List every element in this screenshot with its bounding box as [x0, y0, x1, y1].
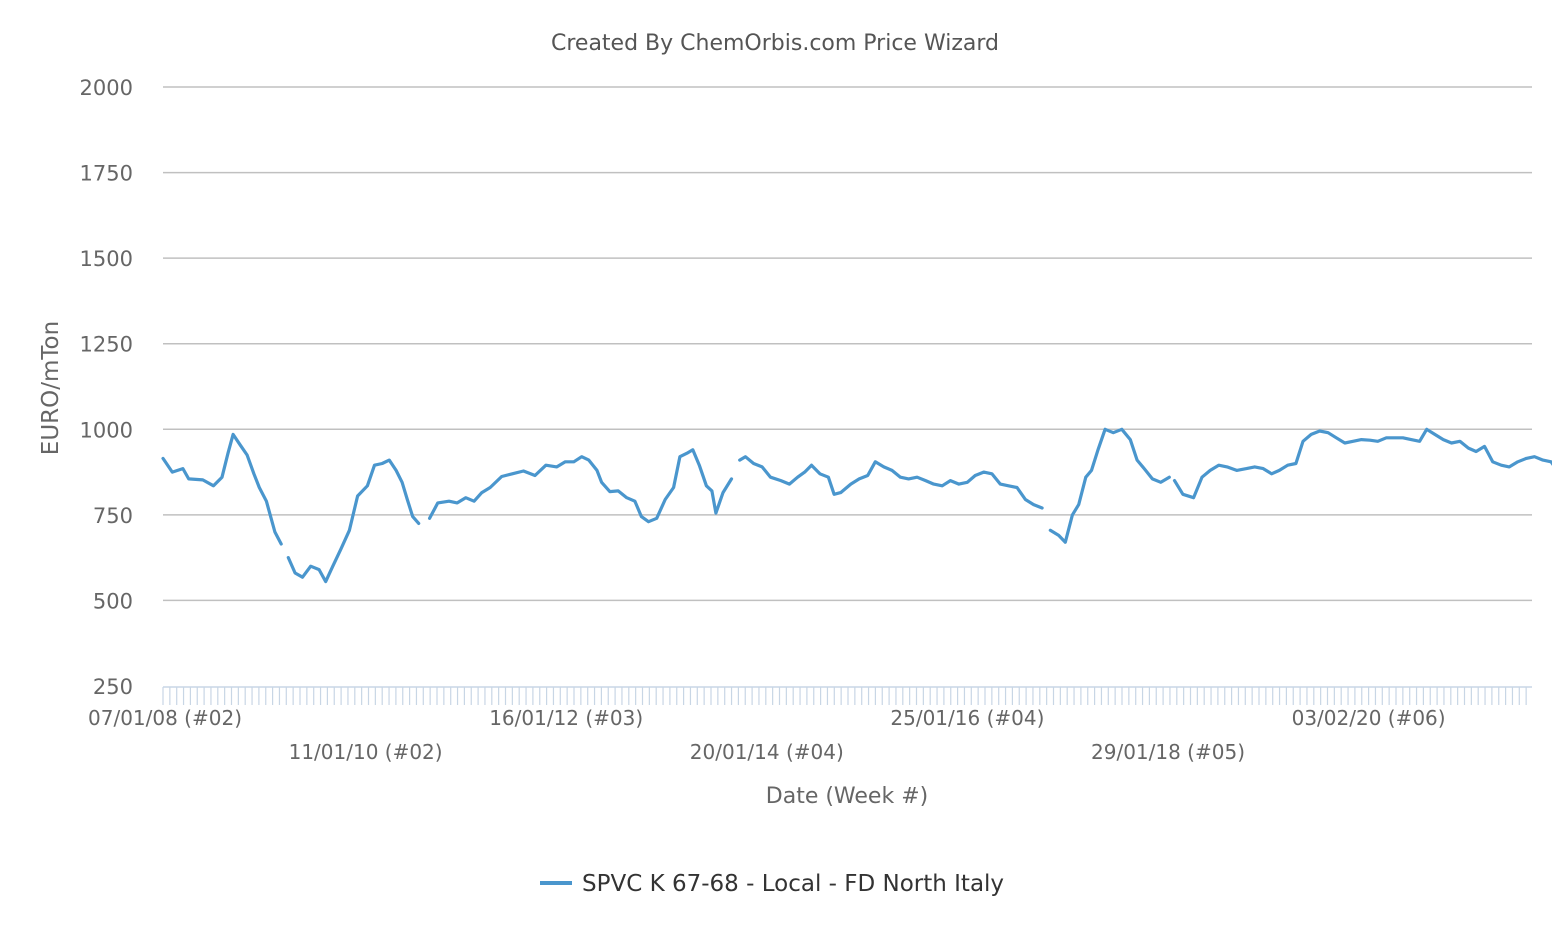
y-tick-label: 1250 — [80, 333, 133, 357]
gridlines — [163, 86, 1532, 602]
y-tick-label: 2000 — [80, 76, 133, 100]
y-tick-label: 1750 — [80, 162, 133, 186]
series-lines — [161, 427, 1552, 584]
y-tick-label: 500 — [93, 589, 133, 613]
chart-title: Created By ChemOrbis.com Price Wizard — [551, 31, 999, 56]
x-tick-label: 16/01/12 (#03) — [489, 706, 643, 730]
x-axis-label: Date (Week #) — [766, 784, 928, 809]
x-tick-label: 25/01/16 (#04) — [890, 706, 1044, 730]
x-axis-ticks — [162, 686, 1532, 705]
y-tick-label: 750 — [93, 504, 133, 528]
series-line — [286, 458, 421, 584]
y-axis-tick-labels: 250 500 750 1000 1250 1500 1750 2000 — [80, 76, 133, 699]
x-tick-label: 29/01/18 (#05) — [1091, 740, 1245, 764]
x-tick-label: 07/01/08 (#02) — [88, 706, 242, 730]
series-line — [738, 455, 1044, 510]
series-line — [1172, 427, 1552, 500]
y-tick-label: 1000 — [80, 418, 133, 442]
legend-label[interactable]: SPVC K 67-68 - Local - FD North Italy — [582, 871, 1004, 897]
x-tick-label: 20/01/14 (#04) — [690, 740, 844, 764]
series-line — [161, 432, 283, 546]
y-tick-label: 1500 — [80, 247, 133, 271]
x-tick-label: 03/02/20 (#06) — [1292, 706, 1446, 730]
y-axis-label: EURO/mTon — [38, 321, 64, 455]
series-line — [428, 448, 734, 524]
series-line — [1048, 427, 1171, 544]
x-tick-label: 11/01/10 (#02) — [289, 740, 443, 764]
x-axis-tick-labels: 07/01/08 (#02) 11/01/10 (#02) 16/01/12 (#0… — [88, 706, 1446, 764]
legend[interactable]: SPVC K 67-68 - Local - FD North Italy — [540, 871, 1004, 897]
y-tick-label: 250 — [93, 675, 133, 699]
